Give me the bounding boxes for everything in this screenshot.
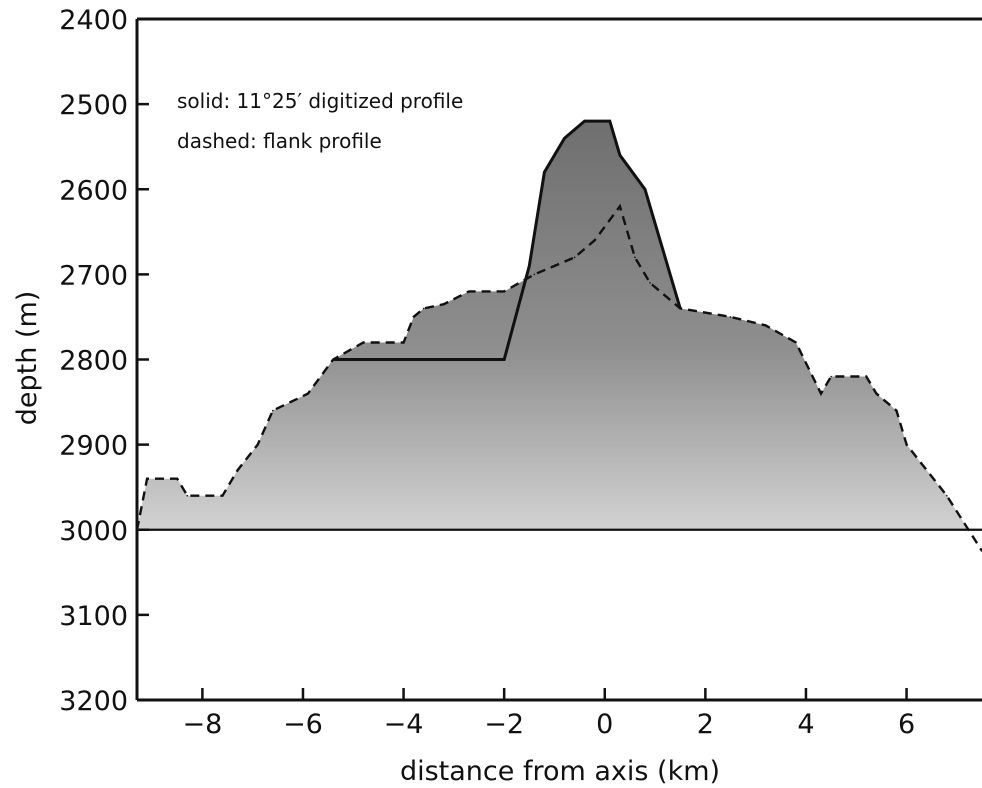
legend-dashed-label: dashed: flank profile [177,129,382,153]
y-tick-label: 2800 [59,346,128,377]
y-tick-label: 2400 [59,5,128,36]
dashed-profile-point [272,409,274,412]
solid-profile-point [563,137,566,139]
legend-solid-label: solid: 11°25′ digitized profile [177,89,463,113]
dashed-profile-point [402,341,405,344]
dashed-profile-point [307,392,309,395]
dashed-profile-point [820,392,822,395]
y-tick-label: 2900 [59,431,128,462]
x-tick-label: −6 [283,709,323,740]
x-tick-label: −8 [182,709,222,740]
dashed-profile-point [593,239,596,242]
x-tick-label: −4 [384,709,424,740]
dashed-profile-point [619,205,621,208]
dashed-profile-point [422,307,425,310]
solid-profile-point [608,120,611,122]
y-tick-label: 3100 [59,601,128,632]
dashed-profile-point [176,477,179,480]
y-tick-label: 3200 [59,686,128,717]
dashed-profile-point [186,494,189,497]
y-tick-label: 2700 [59,260,128,291]
dashed-profile-point [221,494,224,497]
solid-profile-point [583,120,586,122]
x-tick-label: 4 [797,709,814,740]
dashed-profile-point [795,341,797,344]
dashed-profile-point [443,303,445,305]
dashed-profile-point [945,494,948,497]
y-tick-label: 2500 [59,90,128,121]
solid-digitized-profile-line [333,119,682,361]
dashed-profile-point [256,443,259,446]
dashed-profile-point [875,392,878,395]
solid-profile-point [503,358,505,361]
dashed-profile-point [865,375,868,378]
dashed-profile-point [905,443,908,446]
y-axis-title: depth (m) [12,291,43,426]
dashed-profile-point [236,469,239,471]
dashed-profile-point [332,358,334,361]
dashed-flank-profile-line [135,203,982,552]
dashed-profile-point [764,324,767,327]
dashed-profile-point [895,409,898,412]
y-tick-label: 3000 [59,516,128,547]
x-tick-label: 0 [596,709,613,740]
dashed-profile-point [468,290,470,293]
solid-profile-point [619,154,621,156]
dashed-profile-point [649,282,651,284]
dashed-profile-point [362,341,365,344]
dashed-profile-point [830,375,832,378]
y-tick-label: 2600 [59,175,128,206]
profile-shaded-area [137,121,967,530]
dashed-profile-point [573,256,576,259]
dashed-profile-point [533,273,536,276]
solid-profile-point [543,171,546,174]
dashed-profile-point [679,307,682,310]
dashed-profile-point [634,256,636,259]
x-tick-label: 2 [697,709,714,740]
solid-profile-point [644,188,646,191]
x-tick-label: −2 [484,709,524,740]
dashed-profile-point [412,316,415,318]
x-axis-title: distance from axis (km) [400,756,720,787]
solid-profile-point [528,265,531,267]
x-tick-label: 6 [898,709,915,740]
dashed-profile-point [503,290,505,293]
dashed-profile-point [146,477,148,480]
dashed-profile-point [729,316,732,318]
